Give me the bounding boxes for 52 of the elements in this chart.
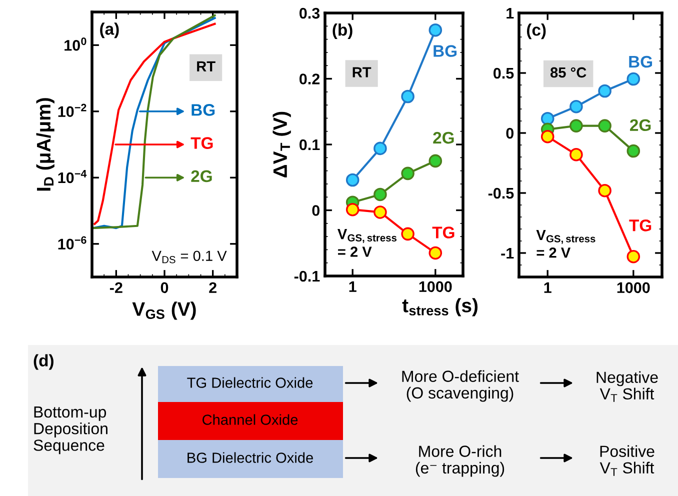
x-tick-label: 2	[209, 282, 216, 293]
text: Channel Oxide	[202, 414, 298, 425]
legend-label: BG	[192, 104, 215, 116]
annotation: RT	[197, 61, 216, 72]
y-tick-label: 10$^{−6}$	[58, 236, 86, 250]
y-tick-label: 0.2	[300, 74, 320, 84]
annotation: (c)	[526, 24, 546, 40]
annotation: 85 °C	[550, 67, 586, 78]
x-tick-label: -2	[110, 282, 122, 293]
annotation: V$_{DS}$ = 0.1 V	[152, 250, 227, 264]
text: (d)	[34, 354, 54, 370]
text: TG Dielectric Oxide	[187, 377, 313, 388]
series-label: BG	[629, 56, 652, 68]
annotation: RT	[352, 67, 372, 78]
series-label: TG	[432, 226, 454, 238]
x-axis-title: V$_{GS}$ (V)	[132, 302, 196, 320]
y-tick-label: -0.5	[488, 188, 514, 199]
legend-label: TG	[190, 137, 213, 149]
legend-label: 2G	[191, 170, 212, 182]
text: Negative V$_{T}$ Shift	[596, 371, 658, 402]
text: Positive V$_{T}$ Shift	[600, 445, 654, 476]
text: Bottom-up Deposition Sequence	[34, 406, 108, 454]
x-tick-label: 1000	[617, 282, 650, 294]
series-label: 2G	[630, 119, 651, 131]
y-tick-label: 0	[312, 205, 320, 216]
y-tick-label: -1	[501, 248, 514, 259]
y-axis-title: I$_{D}$ (μA/μm)	[36, 98, 54, 191]
y-axis-title: ΔV$_{T}$ (V)	[272, 112, 291, 178]
y-tick-label: 10$^{0}$	[64, 38, 86, 51]
text: More O-rich (e⁻ trapping)	[416, 445, 504, 477]
x-tick-label: 1	[544, 282, 552, 293]
y-tick-label: -0.1	[294, 270, 320, 282]
annotation: V$_{GS,stress}$ = 2 V	[536, 230, 596, 258]
y-tick-label: 0.3	[300, 8, 320, 19]
text: More O-deficient (O scavenging)	[402, 370, 519, 402]
x-tick-label: 1000	[419, 281, 452, 292]
x-tick-label: 1	[349, 281, 356, 292]
y-tick-label: 1	[506, 8, 514, 19]
annotation: V$_{GS,stress}$ = 2 V	[338, 229, 397, 257]
x-tick-label: 0	[160, 282, 168, 294]
series-label: 2G	[433, 132, 454, 144]
y-tick-label: 0.5	[494, 68, 514, 79]
y-tick-label: 10$^{−2}$	[58, 104, 86, 118]
y-tick-label: 0	[506, 128, 514, 139]
series-label: BG	[434, 45, 457, 57]
annotation: (b)	[332, 24, 352, 40]
x-axis-title: t$_{stress}$ (s)	[402, 298, 478, 316]
y-tick-label: 0.1	[300, 139, 320, 150]
series-label: TG	[629, 220, 652, 232]
y-tick-label: 10$^{−4}$	[58, 170, 87, 184]
text: BG Dielectric Oxide	[188, 452, 313, 463]
annotation: (a)	[100, 22, 119, 38]
